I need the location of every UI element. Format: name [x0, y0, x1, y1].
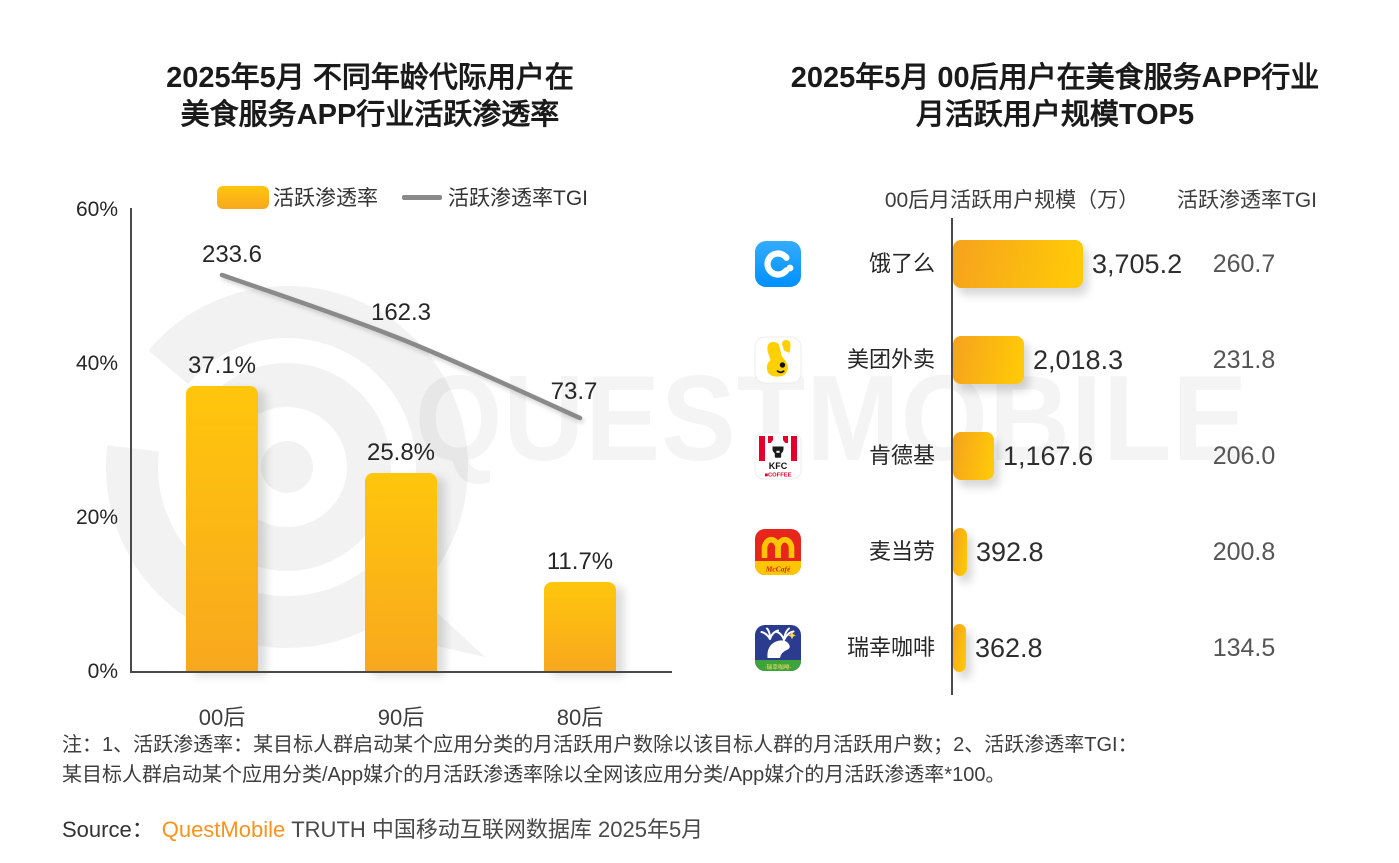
app-name: 美团外卖: [846, 347, 935, 372]
app-name: 饿了么: [868, 251, 935, 276]
svg-text:·瑞幸咖啡·: ·瑞幸咖啡·: [764, 663, 791, 671]
y-axis-label: 0%: [87, 660, 118, 683]
bar-value-label: 11.7%: [546, 548, 614, 575]
mau-value: 2,018.3: [1033, 345, 1124, 375]
left-x-axis-line: [130, 671, 672, 673]
left-chart-title-line2: 美食服务APP行业活跃渗透率: [180, 99, 560, 131]
eleme-icon: [754, 240, 802, 288]
tgi-value-label: 233.6: [201, 241, 263, 268]
left-y-axis-line: [130, 208, 132, 673]
app-name: 肯德基: [868, 443, 935, 468]
footnote-line-2: 某目标人群启动某个应用分类/App媒介的月活跃渗透率除以全网该应用分类/App媒…: [62, 764, 1006, 786]
right-chart-title: 2025年5月 00后用户在美食服务APP行业 月活跃用户规模TOP5: [755, 60, 1355, 134]
left-chart-legend: 活跃渗透率 活跃渗透率TGI: [130, 182, 675, 212]
app-name: 瑞幸咖啡: [846, 635, 935, 660]
y-axis-label: 40%: [75, 352, 118, 375]
line-legend-label: 活跃渗透率TGI: [448, 187, 588, 210]
line-legend-swatch-icon: [402, 194, 442, 200]
bar-value-label: 37.1%: [187, 352, 257, 379]
kfc-icon: KFC ■COFFEE: [754, 432, 802, 480]
meituan-icon: [754, 336, 802, 384]
source-label: Source：: [62, 817, 154, 842]
luckin-icon: ·瑞幸咖啡·: [754, 624, 802, 672]
mau-bar: [953, 432, 994, 480]
mau-bar: [953, 624, 966, 672]
bar-value-label: 25.8%: [366, 439, 436, 466]
x-axis-label: 90后: [377, 705, 425, 730]
mau-column-header: 00后月活跃用户规模（万）: [884, 189, 1140, 212]
mau-bar: [953, 336, 1024, 384]
mau-value: 362.8: [975, 633, 1043, 663]
mau-value: 392.8: [976, 537, 1044, 567]
x-axis-label: 80后: [556, 705, 604, 730]
rank-row-2: 美团外卖 2,018.3 231.8: [0, 336, 1399, 384]
source-brand: QuestMobile: [161, 817, 286, 842]
right-axis-line: [951, 218, 953, 695]
rank-row-3: KFC ■COFFEE 肯德基 1,167.6 206.0: [0, 432, 1399, 480]
rank-row-4: McCafé 麦当劳 392.8 200.8: [0, 528, 1399, 576]
svg-text:KFC: KFC: [769, 461, 788, 471]
tgi-value: 206.0: [1212, 442, 1276, 470]
mau-bar: [953, 240, 1083, 288]
svg-text:■COFFEE: ■COFFEE: [764, 473, 791, 479]
app-name: 麦当劳: [868, 539, 935, 564]
tgi-value: 200.8: [1212, 538, 1276, 566]
tgi-value-label: 73.7: [550, 378, 598, 405]
bar-90后: [365, 473, 437, 672]
right-chart-title-line2: 月活跃用户规模TOP5: [915, 99, 1195, 131]
bar-80后: [544, 582, 616, 672]
tgi-value: 134.5: [1212, 634, 1276, 662]
y-axis-label: 20%: [75, 506, 118, 529]
bar-legend-label: 活跃渗透率: [273, 187, 378, 210]
mcdonalds-icon: McCafé: [754, 528, 802, 576]
right-chart-title-line1: 2025年5月 00后用户在美食服务APP行业: [790, 62, 1320, 94]
tgi-value: 260.7: [1212, 250, 1276, 278]
tgi-value-label: 162.3: [370, 299, 432, 326]
x-axis-label: 00后: [198, 705, 246, 730]
bar-00后: [186, 386, 258, 672]
mau-value: 1,167.6: [1003, 441, 1094, 471]
rank-row-5: ·瑞幸咖啡· 瑞幸咖啡 362.8 134.5: [0, 624, 1399, 672]
left-chart-title: 2025年5月 不同年龄代际用户在 美食服务APP行业活跃渗透率: [95, 60, 645, 134]
bar-legend-swatch-icon: [217, 185, 269, 209]
left-chart-title-line1: 2025年5月 不同年龄代际用户在: [166, 62, 574, 94]
footnote-line-1: 注：1、活跃渗透率：某目标人群启动某个应用分类的月活跃用户数除以该目标人群的月活…: [62, 734, 1138, 756]
svg-text:McCafé: McCafé: [765, 565, 791, 574]
mau-bar: [953, 528, 967, 576]
rank-row-1: 饿了么 3,705.2 260.7: [0, 240, 1399, 288]
source-suffix: TRUTH 中国移动互联网数据库 2025年5月: [291, 817, 704, 842]
mau-value: 3,705.2: [1092, 249, 1183, 279]
y-axis-label: 60%: [75, 198, 118, 221]
source-line: Source： QuestMobile TRUTH 中国移动互联网数据库 2025年…: [62, 812, 703, 844]
tgi-value: 231.8: [1212, 346, 1276, 374]
tgi-column-header: 活跃渗透率TGI: [1177, 189, 1317, 212]
